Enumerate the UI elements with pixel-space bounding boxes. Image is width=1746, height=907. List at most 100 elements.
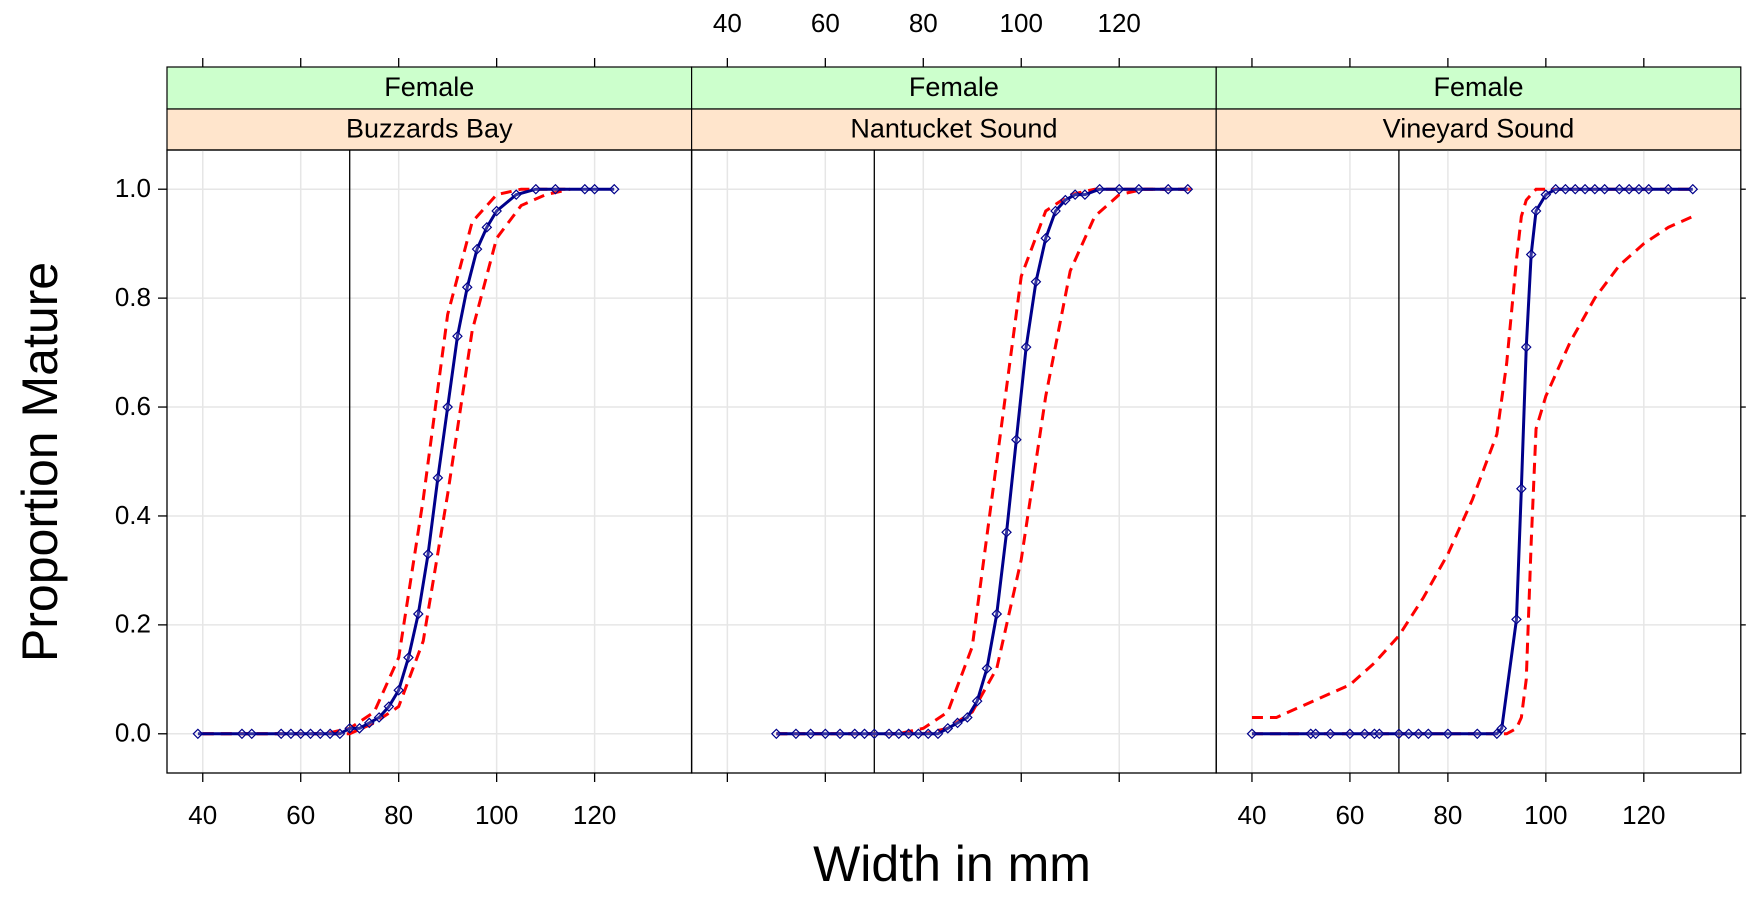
data-point	[1001, 526, 1012, 538]
x-tick-label: 40	[1237, 800, 1266, 830]
data-point	[461, 281, 473, 293]
data-point	[883, 728, 895, 740]
data-point	[1496, 722, 1508, 734]
data-point	[285, 728, 297, 740]
y-tick-label: 0.2	[115, 609, 151, 639]
data-point	[530, 183, 542, 195]
data-point	[334, 728, 346, 740]
data-point	[471, 243, 483, 255]
panel-border	[1215, 149, 1742, 774]
panel	[1216, 150, 1741, 773]
data-point	[344, 722, 356, 734]
data-point	[1359, 728, 1370, 740]
data-point	[354, 722, 365, 734]
data-point	[981, 663, 993, 674]
fit-line	[1251, 187, 1693, 736]
data-point	[550, 183, 561, 195]
data-point	[1030, 276, 1042, 288]
data-point	[608, 183, 620, 195]
strip-label: Female	[384, 72, 474, 102]
data-point	[1511, 614, 1522, 625]
data-point	[1403, 728, 1415, 740]
data-point	[971, 695, 983, 707]
y-axis-title: Proportion Mature	[12, 262, 68, 662]
data-point	[805, 728, 816, 740]
x-tick-label: 120	[573, 800, 616, 830]
x-tick-label: 100	[1524, 800, 1567, 830]
data-point	[1643, 183, 1655, 195]
data-point	[305, 728, 316, 740]
data-point	[1442, 728, 1454, 740]
data-point	[1310, 728, 1321, 740]
confidence-band-line	[1251, 187, 1693, 719]
data-point	[1413, 728, 1424, 740]
panel	[691, 150, 1217, 773]
data-point	[1516, 483, 1527, 495]
x-tick-label: 100	[1000, 8, 1043, 38]
data-point	[1560, 183, 1571, 195]
x-tick-label: 60	[1335, 800, 1364, 830]
x-tick-label: 60	[811, 8, 840, 38]
data-point	[952, 717, 963, 729]
data-point	[1520, 341, 1532, 353]
data-point	[383, 701, 395, 712]
y-tick-label: 0.6	[115, 391, 151, 421]
x-axis-title: Width in mm	[813, 836, 1091, 892]
panel	[167, 150, 692, 773]
y-tick-label: 0.4	[115, 500, 151, 530]
data-point	[1491, 728, 1503, 740]
data-point	[859, 728, 870, 740]
data-point	[1422, 728, 1434, 740]
data-point	[1059, 194, 1071, 206]
data-point	[363, 717, 375, 729]
data-point	[942, 722, 954, 734]
strip-label: Buzzards Bay	[346, 114, 513, 144]
data-point	[510, 189, 522, 201]
fit-line	[776, 187, 1188, 736]
data-point	[1540, 189, 1552, 201]
data-point	[1471, 728, 1483, 740]
data-point	[1589, 183, 1601, 195]
strip-label: Female	[1433, 72, 1523, 102]
x-tick-label: 40	[188, 800, 217, 830]
data-point	[452, 330, 463, 342]
data-point	[790, 728, 802, 740]
confidence-band-line	[1251, 215, 1694, 736]
data-point	[1094, 183, 1105, 195]
x-tick-label: 40	[713, 8, 742, 38]
data-point	[1623, 183, 1635, 195]
data-point	[579, 183, 591, 195]
data-point	[913, 728, 924, 740]
data-point	[246, 728, 258, 740]
data-point	[1525, 249, 1537, 260]
data-point	[403, 652, 414, 663]
strip-background	[690, 66, 1217, 110]
data-point	[373, 712, 385, 723]
data-point	[1079, 189, 1091, 201]
data-point	[481, 221, 493, 233]
data-point	[1579, 183, 1591, 195]
confidence-band-line	[776, 187, 1193, 736]
data-point	[1113, 183, 1125, 195]
data-point	[393, 684, 405, 696]
x-tick-label: 80	[909, 8, 938, 38]
strip-background	[1215, 108, 1742, 151]
data-point	[1633, 183, 1645, 195]
data-point	[491, 205, 502, 217]
data-point	[1069, 189, 1081, 201]
strip-background	[1215, 66, 1742, 110]
data-point	[834, 728, 846, 740]
data-point	[991, 608, 1003, 620]
data-point	[962, 712, 973, 723]
data-point	[1020, 341, 1032, 353]
data-point	[922, 728, 934, 740]
data-point	[422, 548, 434, 560]
data-point	[1530, 205, 1542, 217]
data-point	[1011, 434, 1022, 446]
y-tick-label: 0.8	[115, 282, 151, 312]
data-point	[1393, 728, 1405, 740]
data-point	[324, 728, 336, 740]
strip-background	[166, 108, 693, 151]
data-point	[770, 728, 782, 740]
